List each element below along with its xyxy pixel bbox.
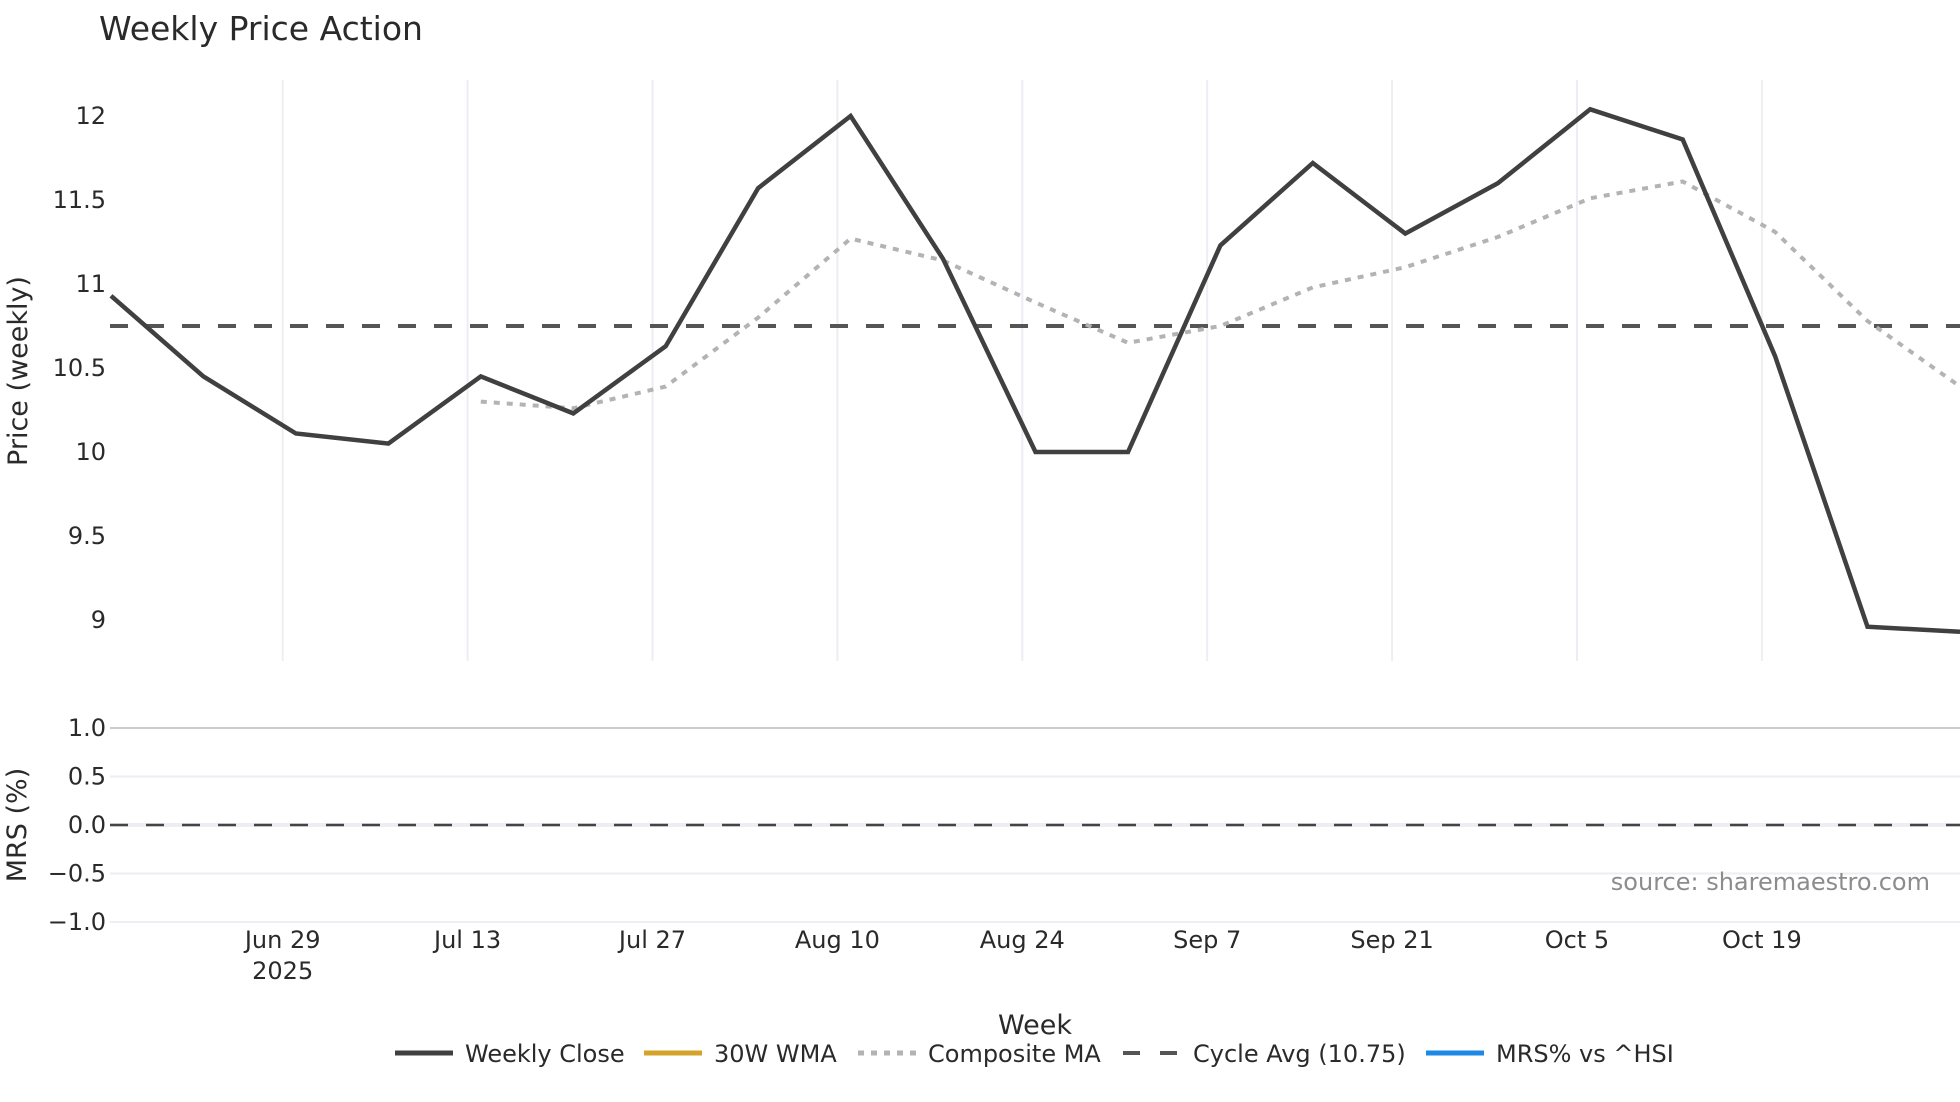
y-tick-label: 10 bbox=[75, 438, 106, 466]
legend-label: Cycle Avg (10.75) bbox=[1193, 1040, 1406, 1068]
mrs-y-tick-label: 1.0 bbox=[68, 714, 106, 742]
y-tick-label: 11.5 bbox=[53, 186, 106, 214]
y-tick-label: 9.5 bbox=[68, 522, 106, 550]
legend-item-wma-30w[interactable]: 30W WMA bbox=[644, 1040, 837, 1068]
legend: Weekly Close 30W WMA Composite MA Cycle Avg… bbox=[395, 1040, 1674, 1068]
x-tick-label: Jun 29 bbox=[243, 926, 321, 954]
y-tick-label: 9 bbox=[91, 606, 106, 634]
legend-label: 30W WMA bbox=[714, 1040, 837, 1068]
x-tick-label: Jul 27 bbox=[617, 926, 686, 954]
x-axis-ticks: Jun 29 2025 Jul 13 Jul 27 Aug 10 Aug 24 Sep 7 S… bbox=[243, 926, 1802, 985]
x-tick-label: 2025 bbox=[252, 957, 313, 985]
price-y-axis-title: Price (weekly) bbox=[3, 276, 34, 466]
price-gridlines bbox=[281, 80, 1763, 661]
mrs-y-tick-label: −1.0 bbox=[48, 908, 106, 936]
mrs-y-axis-title: MRS (%) bbox=[2, 768, 33, 883]
mrs-y-tick-label: −0.5 bbox=[48, 860, 106, 888]
composite-ma-line bbox=[480, 179, 1960, 411]
legend-label: Weekly Close bbox=[465, 1040, 625, 1068]
mrs-y-tick-label: 0.0 bbox=[68, 811, 106, 839]
legend-item-composite-ma[interactable]: Composite MA bbox=[858, 1040, 1101, 1068]
y-tick-label: 10.5 bbox=[53, 354, 106, 382]
source-annotation: source: sharemaestro.com bbox=[1611, 868, 1930, 896]
y-tick-label: 11 bbox=[75, 270, 106, 298]
x-tick-label: Sep 7 bbox=[1173, 926, 1241, 954]
y-tick-label: 12 bbox=[75, 102, 106, 130]
price-plot-area bbox=[109, 106, 1960, 635]
legend-item-mrs[interactable]: MRS% vs ^HSI bbox=[1426, 1040, 1674, 1068]
x-tick-label: Jul 13 bbox=[432, 926, 501, 954]
x-tick-label: Sep 21 bbox=[1350, 926, 1433, 954]
price-y-axis-ticks: 9 9.5 10 10.5 11 11.5 12 bbox=[53, 102, 106, 634]
mrs-y-tick-label: 0.5 bbox=[68, 763, 106, 791]
legend-label: Composite MA bbox=[928, 1040, 1101, 1068]
x-tick-label: Oct 5 bbox=[1545, 926, 1609, 954]
weekly-close-line bbox=[109, 106, 1960, 635]
mrs-gridlines bbox=[110, 727, 1960, 923]
x-tick-label: Oct 19 bbox=[1722, 926, 1802, 954]
x-tick-label: Aug 10 bbox=[795, 926, 880, 954]
legend-label: MRS% vs ^HSI bbox=[1496, 1040, 1674, 1068]
chart-title: Weekly Price Action bbox=[99, 9, 423, 48]
legend-item-weekly-close[interactable]: Weekly Close bbox=[395, 1040, 625, 1068]
legend-item-cycle-avg[interactable]: Cycle Avg (10.75) bbox=[1123, 1040, 1406, 1068]
mrs-y-axis-ticks: −1.0 −0.5 0.0 0.5 1.0 bbox=[48, 714, 106, 936]
x-axis-title: Week bbox=[998, 1010, 1072, 1041]
x-tick-label: Aug 24 bbox=[980, 926, 1065, 954]
